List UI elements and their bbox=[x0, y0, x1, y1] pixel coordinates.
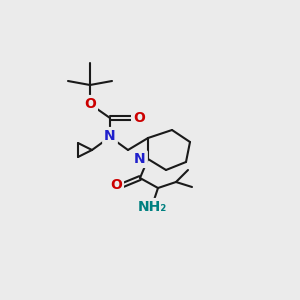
Text: N: N bbox=[134, 152, 146, 166]
Text: N: N bbox=[104, 129, 116, 143]
Text: O: O bbox=[110, 178, 122, 192]
Text: O: O bbox=[84, 97, 96, 111]
Text: O: O bbox=[133, 111, 145, 125]
Text: NH₂: NH₂ bbox=[137, 200, 166, 214]
